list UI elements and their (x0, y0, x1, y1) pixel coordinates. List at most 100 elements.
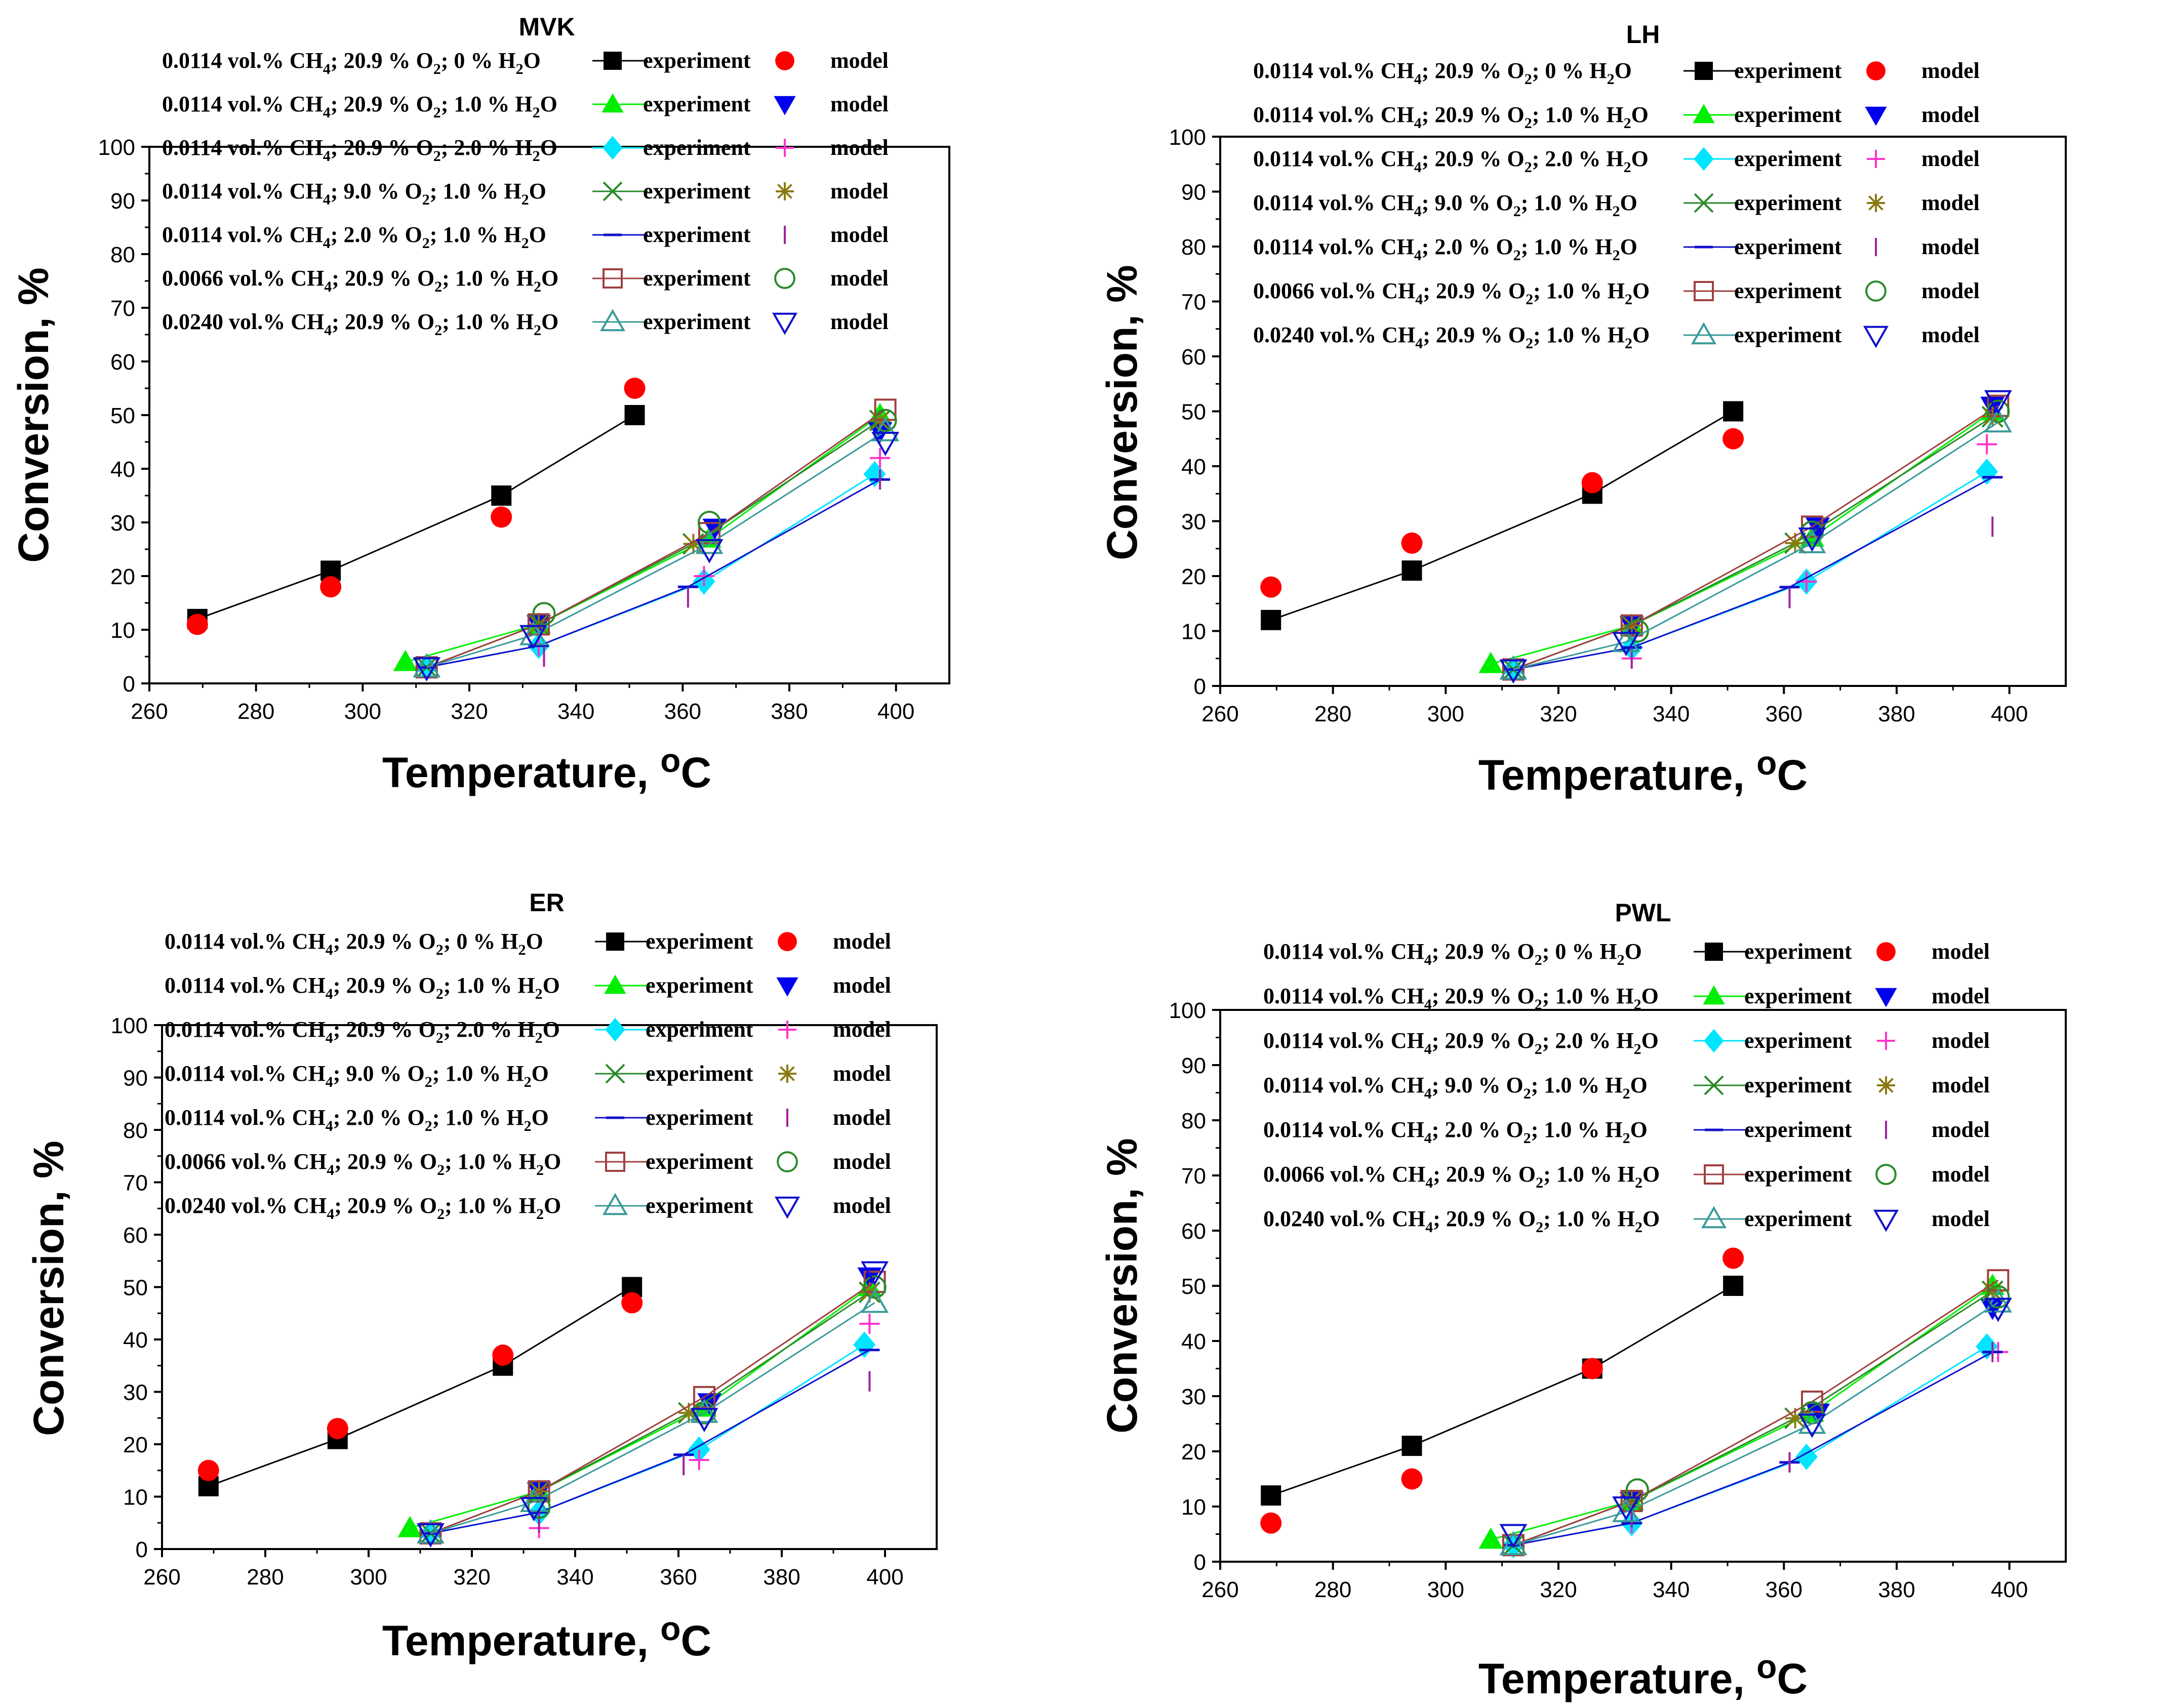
y-tick-label: 0 (1194, 1550, 1206, 1575)
series-line-experiment (1513, 405, 1999, 670)
legend-label: 0.0240 vol.% CH4; 20.9 % O2; 1.0 % H2O (1263, 1206, 1660, 1236)
legend-model-marker (1876, 942, 1896, 961)
model-point (413, 657, 441, 682)
series-5 (1503, 1341, 2003, 1547)
y-tick-label: 10 (123, 1485, 148, 1510)
y-tick-label: 20 (1181, 564, 1206, 589)
legend-entry: 0.0114 vol.% CH4; 20.9 % O2; 2.0 % H2O ex… (162, 135, 889, 165)
legend-text: ; 20.9 % O (333, 973, 436, 998)
model-point (1612, 1496, 1640, 1521)
series-line-experiment (426, 430, 886, 668)
legend-subscript: 4 (326, 1118, 333, 1134)
legend-label: 0.0114 vol.% CH4; 2.0 % O2; 1.0 % H2O (1253, 234, 1637, 264)
experiment-point (853, 1331, 876, 1358)
legend-model-marker (1867, 150, 1885, 168)
legend-text: O (526, 929, 543, 954)
legend-subscript: 2 (1624, 115, 1631, 132)
legend-subscript: 2 (524, 1118, 532, 1134)
y-tick-label: 70 (110, 296, 135, 321)
y-tick-label: 0 (1194, 674, 1206, 699)
legend-label: 0.0114 vol.% CH4; 20.9 % O2; 1.0 % H2O (1263, 984, 1659, 1013)
legend-subscript: 2 (436, 1030, 444, 1046)
legend-experiment-text: experiment (1744, 939, 1852, 964)
y-tick-label: 20 (123, 1433, 148, 1457)
legend-text: O (544, 1193, 561, 1218)
legend-subscript: 4 (1424, 1130, 1432, 1147)
model-point (1581, 1358, 1603, 1379)
legend-subscript: 2 (434, 278, 442, 295)
legend-text: 0.0114 vol.% CH (1253, 190, 1414, 215)
legend-text: ; 20.9 % O (331, 92, 433, 116)
legend-text: 0.0114 vol.% CH (165, 973, 326, 998)
y-tick-label: 60 (1181, 345, 1206, 370)
model-point (186, 614, 208, 635)
legend-subscript: 2 (422, 191, 430, 208)
series-2 (393, 403, 893, 671)
legend-model-marker (1873, 1209, 1899, 1232)
series-3 (1502, 1333, 2009, 1559)
y-tick-label: 70 (123, 1171, 148, 1196)
legend-subscript: 4 (327, 1206, 334, 1223)
legend-label: 0.0114 vol.% CH4; 20.9 % O2; 0 % H2O (162, 48, 541, 77)
legend-subscript: 2 (422, 235, 430, 252)
legend-text: ; 2.0 % H (441, 135, 533, 160)
legend-label: 0.0066 vol.% CH4; 20.9 % O2; 1.0 % H2O (1253, 278, 1650, 308)
legend-subscript: 4 (327, 1162, 334, 1178)
legend-subscript: 2 (536, 1162, 544, 1178)
legend-text: 0.0114 vol.% CH (1263, 1073, 1424, 1097)
legend-text: O (540, 92, 557, 116)
legend-entry: 0.0114 vol.% CH4; 20.9 % O2; 2.0 % H2O ex… (1263, 1028, 1990, 1058)
y-tick-label: 90 (123, 1066, 148, 1091)
legend-experiment-text: experiment (1744, 1028, 1852, 1053)
series-4 (416, 410, 891, 678)
legend-subscript: 4 (326, 986, 333, 1002)
legend-model-marker (776, 977, 798, 997)
x-axis-label-degree: o (660, 1610, 680, 1647)
model-point (1785, 533, 1806, 553)
legend-experiment-marker (605, 1064, 625, 1084)
legend-experiment-text: experiment (1734, 102, 1842, 127)
x-axis-label-unit: C (1777, 751, 1808, 799)
series-line-experiment (430, 1281, 875, 1534)
legend-subscript: 2 (425, 1074, 432, 1090)
y-tick-label: 40 (110, 457, 135, 482)
series-line-experiment (197, 414, 635, 620)
legend-subscript: 2 (1536, 1174, 1543, 1191)
legend-text: ; 1.0 % H (1543, 1162, 1635, 1187)
legend-model-marker (774, 268, 795, 289)
legend-experiment-text: experiment (1744, 1073, 1852, 1097)
series-4 (419, 1281, 880, 1544)
legend-text: 0.0240 vol.% CH (165, 1193, 327, 1218)
legend-experiment-text: experiment (643, 92, 751, 116)
y-tick-label: 40 (123, 1328, 148, 1353)
legend-text: ; 9.0 % O (331, 179, 422, 204)
legend-model-marker (776, 182, 794, 200)
x-tick-label: 320 (1540, 702, 1577, 726)
experiment-point (1261, 1485, 1281, 1506)
legend-model-text: model (1921, 190, 1980, 215)
legend-subscript: 4 (1414, 159, 1422, 176)
legend-subscript: 2 (433, 148, 441, 165)
series-line-experiment (1513, 1290, 1993, 1546)
legend-subscript: 2 (1535, 952, 1542, 968)
legend-text: 0.0114 vol.% CH (1263, 984, 1424, 1008)
chart-title: ER (529, 888, 564, 917)
legend-text: 0.0114 vol.% CH (1263, 1117, 1424, 1142)
chart-title: PWL (1615, 899, 1671, 927)
legend-text: ; 0 % H (444, 929, 518, 954)
legend-text: ; 1.0 % H (430, 222, 522, 247)
legend-text: ; 9.0 % O (1422, 190, 1513, 215)
legend-label: 0.0114 vol.% CH4; 2.0 % O2; 1.0 % H2O (162, 222, 546, 252)
legend-label: 0.0114 vol.% CH4; 20.9 % O2; 1.0 % H2O (1253, 102, 1649, 132)
series-7 (416, 1261, 889, 1548)
x-tick-label: 260 (1201, 1577, 1238, 1602)
model-point (624, 378, 646, 399)
legend-model-text: model (833, 1105, 891, 1130)
legend-subscript: 4 (1415, 335, 1423, 352)
legend-label: 0.0114 vol.% CH4; 9.0 % O2; 1.0 % H2O (1253, 190, 1637, 220)
model-point (870, 448, 891, 468)
experiment-point (695, 530, 724, 554)
model-point (1499, 659, 1528, 684)
legend-label: 0.0066 vol.% CH4; 20.9 % O2; 1.0 % H2O (165, 1149, 561, 1178)
x-tick-label: 260 (1201, 702, 1238, 726)
